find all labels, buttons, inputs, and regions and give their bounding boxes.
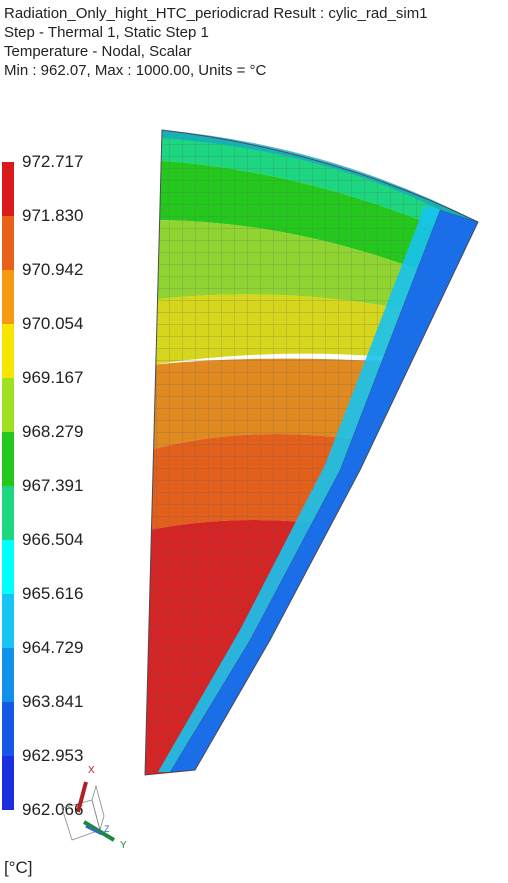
- legend-label: 962.953: [22, 746, 84, 765]
- top-rim: [162, 130, 478, 222]
- legend-label: 971.830: [22, 206, 84, 225]
- legend-label: 968.279: [22, 422, 84, 441]
- triad-x-label: X: [88, 765, 95, 776]
- result-header: Radiation_Only_hight_HTC_periodicrad Res…: [4, 4, 428, 80]
- triad-y-label: Y: [120, 840, 127, 851]
- legend-swatch: [2, 756, 14, 810]
- result-title: Radiation_Only_hight_HTC_periodicrad Res…: [4, 5, 428, 22]
- legend-swatch: [2, 378, 14, 432]
- legend-swatch: [2, 594, 14, 648]
- sector-outline: [144, 129, 479, 776]
- legend-label: 972.717: [22, 152, 84, 171]
- legend-label: 970.054: [22, 314, 84, 333]
- legend-label: 962.066: [22, 800, 84, 819]
- coordinate-triad-icon: X Y Z: [61, 765, 127, 851]
- legend-label: 966.504: [22, 530, 84, 549]
- outer-shell-inner: [158, 205, 440, 772]
- legend-label: 970.942: [22, 260, 84, 279]
- legend-label: 965.616: [22, 584, 84, 603]
- legend-swatch: [2, 162, 14, 216]
- step-info: Step - Thermal 1, Static Step 1: [4, 24, 209, 41]
- legend-swatch: [2, 540, 14, 594]
- legend-swatch: [2, 486, 14, 540]
- result-type: Temperature - Nodal, Scalar: [4, 43, 192, 60]
- legend-label: 964.729: [22, 638, 84, 657]
- legend-swatch: [2, 216, 14, 270]
- mesh-sector: [145, 130, 478, 775]
- legend-label: 963.841: [22, 692, 84, 711]
- triad-z-label: Z: [104, 824, 110, 834]
- legend-swatch: [2, 702, 14, 756]
- legend-swatch: [2, 432, 14, 486]
- legend-swatch: [2, 324, 14, 378]
- legend-label: 967.391: [22, 476, 84, 495]
- legend-label: 969.167: [22, 368, 84, 387]
- legend-swatch: [2, 270, 14, 324]
- min-max-info: Min : 962.07, Max : 1000.00, Units = °C: [4, 62, 267, 79]
- units-label: [°C]: [4, 858, 33, 877]
- color-legend-bar: [2, 162, 14, 810]
- legend-swatch: [2, 648, 14, 702]
